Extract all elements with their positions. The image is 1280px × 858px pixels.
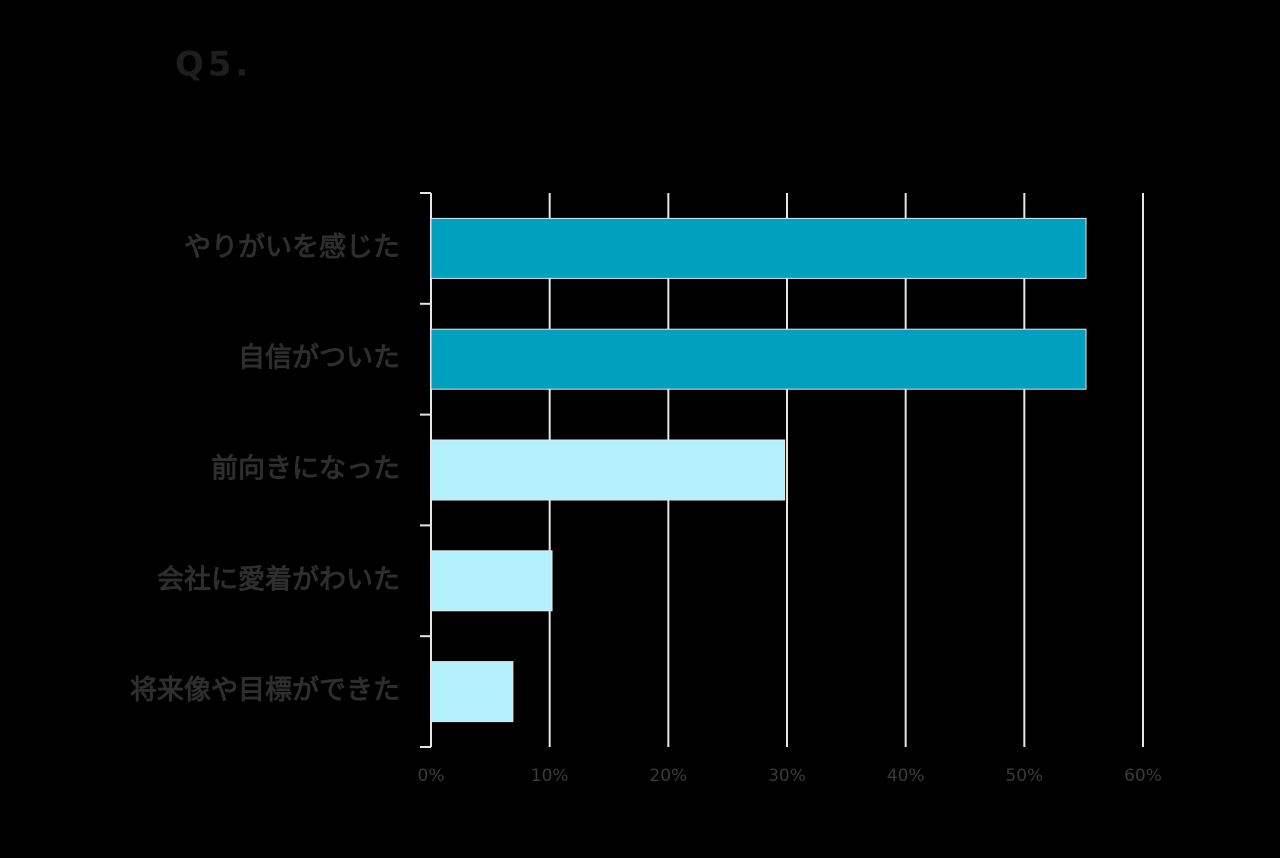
chart-title: Q5. <box>175 45 252 85</box>
x-tick-label: 20% <box>649 766 687 786</box>
x-tick-label: 10% <box>531 766 569 786</box>
x-tick-label: 30% <box>768 766 806 786</box>
x-tick-label: 0% <box>418 766 445 786</box>
bar <box>430 550 553 612</box>
bar <box>430 661 514 723</box>
y-tick-label: 前向きになった <box>211 453 400 485</box>
bar <box>430 217 1087 279</box>
x-tick-label: 40% <box>887 766 925 786</box>
x-tick-label: 50% <box>1005 766 1043 786</box>
bar <box>430 328 1087 390</box>
y-tick-label: 将来像や目標ができた <box>130 674 400 706</box>
y-tick-label: 自信がついた <box>238 342 400 374</box>
y-tick-label: 会社に愛着がわいた <box>157 563 400 595</box>
y-tick-label: やりがいを感じた <box>184 231 400 263</box>
x-tick-label: 60% <box>1124 766 1162 786</box>
bar <box>430 439 786 501</box>
